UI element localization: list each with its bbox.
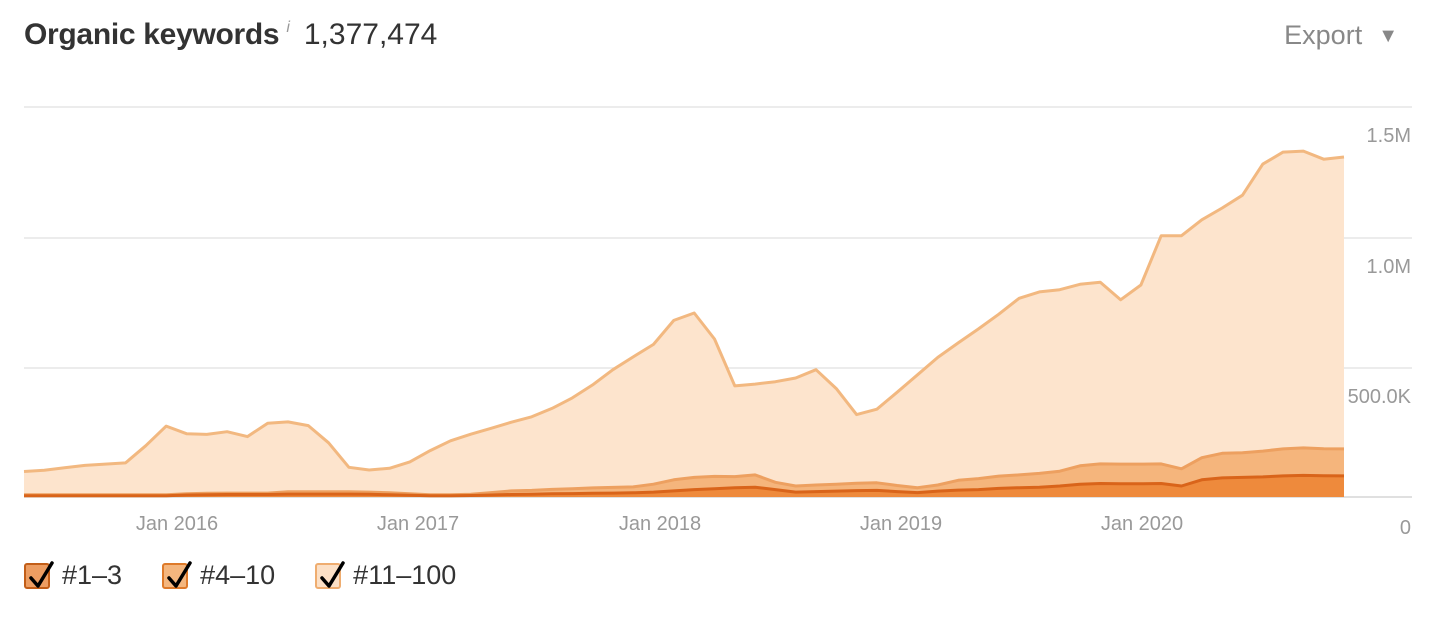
keyword-total: 1,377,474 — [303, 18, 438, 51]
caret-down-icon: ▼ — [1378, 25, 1398, 47]
y-tick-label: 0 — [1400, 517, 1411, 539]
legend-item-11-100[interactable]: #11–100 — [315, 560, 456, 591]
legend-item-top3[interactable]: #1–3 — [24, 560, 122, 591]
organic-keywords-chart: 0 500.0K 1.0M 1.5M Jan 2016 Jan 2017 Jan 2018 J… — [23, 106, 1412, 539]
chart-legend: #1–3 #4–10 #11–100 — [24, 560, 496, 591]
series-area-top3 — [24, 475, 1344, 497]
checkmark-icon — [167, 560, 192, 588]
x-tick-label: Jan 2018 — [619, 513, 701, 535]
checkmark-icon — [29, 560, 54, 588]
legend-checkbox-11-100[interactable] — [315, 560, 345, 589]
legend-checkbox-top3[interactable] — [24, 560, 54, 589]
x-tick-label: Jan 2017 — [377, 513, 459, 535]
series-area-top3-line — [24, 473, 1345, 498]
export-label: Export — [1284, 20, 1363, 50]
chart-title: Organic keywords — [24, 18, 280, 51]
checkmark-icon — [320, 560, 345, 588]
legend-item-4-10[interactable]: #4–10 — [162, 560, 275, 591]
legend-label-top3: #1–3 — [62, 560, 123, 590]
series-area-4-10 — [24, 447, 1344, 496]
series-area-11-100-line — [23, 149, 1345, 473]
y-tick-label: 1.0M — [1367, 256, 1411, 278]
x-tick-label: Jan 2020 — [1101, 513, 1183, 535]
x-tick-label: Jan 2016 — [136, 513, 218, 535]
x-tick-label: Jan 2019 — [860, 513, 942, 535]
chart-header: Organic keywords i 1,377,474 — [24, 18, 437, 62]
legend-label-4-10: #4–10 — [200, 560, 276, 590]
legend-label-11-100: #11–100 — [353, 560, 457, 590]
info-icon[interactable]: i — [286, 19, 290, 36]
legend-checkbox-4-10[interactable] — [162, 560, 192, 589]
y-tick-label: 500.0K — [1348, 386, 1412, 408]
y-tick-label: 1.5M — [1367, 125, 1411, 147]
series-area-11-100 — [24, 151, 1344, 495]
export-button[interactable]: Export ▼ — [1284, 20, 1398, 51]
